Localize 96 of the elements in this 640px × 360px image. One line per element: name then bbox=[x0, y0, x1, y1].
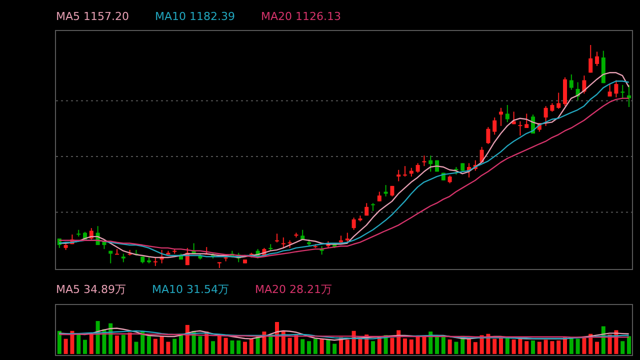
bar bbox=[89, 333, 94, 354]
bar bbox=[524, 341, 529, 354]
candlestick bbox=[428, 155, 433, 172]
bar bbox=[307, 341, 312, 354]
bar bbox=[422, 336, 426, 354]
candlestick bbox=[505, 104, 510, 123]
text: MA5 1157.20 bbox=[56, 10, 129, 23]
candlestick bbox=[518, 120, 522, 136]
bar bbox=[544, 340, 548, 354]
bar bbox=[454, 342, 458, 354]
candlestick bbox=[614, 80, 618, 98]
bar bbox=[358, 338, 362, 354]
candlestick bbox=[588, 45, 593, 74]
candlestick bbox=[582, 75, 586, 94]
bar bbox=[582, 337, 586, 354]
candlestick bbox=[364, 202, 369, 216]
candlestick bbox=[416, 162, 420, 174]
candlestick bbox=[371, 202, 376, 212]
text: MA20 1126.13 bbox=[261, 10, 341, 23]
bar bbox=[249, 338, 254, 354]
bar bbox=[537, 342, 542, 354]
candlestick bbox=[524, 113, 529, 128]
candlestick bbox=[377, 191, 382, 202]
bar bbox=[224, 338, 228, 354]
bar bbox=[499, 337, 504, 354]
bar bbox=[409, 339, 414, 354]
candlestick bbox=[486, 126, 490, 145]
bar bbox=[556, 340, 561, 354]
bar bbox=[134, 342, 138, 354]
bar bbox=[332, 344, 337, 354]
candlestick bbox=[595, 51, 600, 66]
bar bbox=[160, 336, 164, 354]
candlestick bbox=[396, 169, 401, 182]
bar bbox=[627, 336, 632, 354]
bar bbox=[396, 330, 401, 354]
bar bbox=[576, 338, 580, 354]
bar bbox=[345, 340, 350, 354]
candlestick bbox=[492, 116, 497, 136]
bar bbox=[256, 336, 260, 354]
bar bbox=[115, 336, 120, 354]
bar bbox=[390, 338, 394, 354]
bar bbox=[236, 340, 241, 354]
bar bbox=[416, 336, 420, 354]
bar bbox=[166, 342, 170, 354]
candlestick bbox=[544, 106, 548, 126]
bar bbox=[620, 341, 625, 354]
candlestick bbox=[556, 92, 561, 110]
bar bbox=[64, 338, 68, 354]
bar bbox=[70, 330, 74, 354]
bar bbox=[467, 338, 472, 354]
candlestick bbox=[275, 233, 280, 243]
text: MA20 28.21万 bbox=[255, 282, 332, 297]
bar bbox=[320, 339, 324, 354]
bar bbox=[153, 338, 158, 354]
bar bbox=[76, 334, 81, 354]
bar bbox=[492, 338, 497, 354]
bar bbox=[595, 342, 600, 354]
bar bbox=[172, 338, 177, 354]
candlestick bbox=[403, 166, 408, 178]
bar bbox=[147, 336, 152, 354]
bar bbox=[121, 334, 126, 354]
bar bbox=[448, 339, 452, 354]
bar bbox=[531, 340, 536, 354]
candlestick bbox=[608, 84, 612, 98]
candlestick bbox=[569, 74, 574, 90]
bar bbox=[83, 340, 88, 354]
bar bbox=[300, 339, 305, 354]
bar bbox=[288, 338, 292, 354]
bar bbox=[179, 334, 184, 354]
candlestick bbox=[281, 236, 286, 248]
bar bbox=[518, 338, 522, 354]
bar bbox=[326, 339, 330, 354]
bar bbox=[198, 336, 202, 354]
bar bbox=[230, 340, 234, 354]
bar bbox=[128, 332, 132, 354]
bar bbox=[473, 342, 478, 354]
bar bbox=[550, 341, 554, 354]
bar bbox=[428, 332, 433, 354]
text: MA10 31.54万 bbox=[152, 282, 230, 297]
candlestick bbox=[384, 184, 388, 197]
bar bbox=[211, 341, 216, 354]
bar bbox=[217, 334, 222, 354]
bar bbox=[435, 336, 440, 354]
bar bbox=[441, 336, 446, 354]
text: MA5 34.89万 bbox=[56, 282, 126, 297]
bar bbox=[243, 342, 248, 354]
bar bbox=[371, 341, 376, 354]
bar bbox=[313, 338, 318, 354]
bar bbox=[403, 338, 408, 354]
text: MA10 1182.39 bbox=[155, 10, 235, 23]
candlestick bbox=[422, 155, 426, 167]
bar bbox=[57, 330, 62, 354]
candlestick bbox=[345, 232, 350, 243]
candlestick bbox=[499, 107, 504, 126]
bar bbox=[512, 339, 516, 354]
candlestick bbox=[352, 217, 356, 230]
